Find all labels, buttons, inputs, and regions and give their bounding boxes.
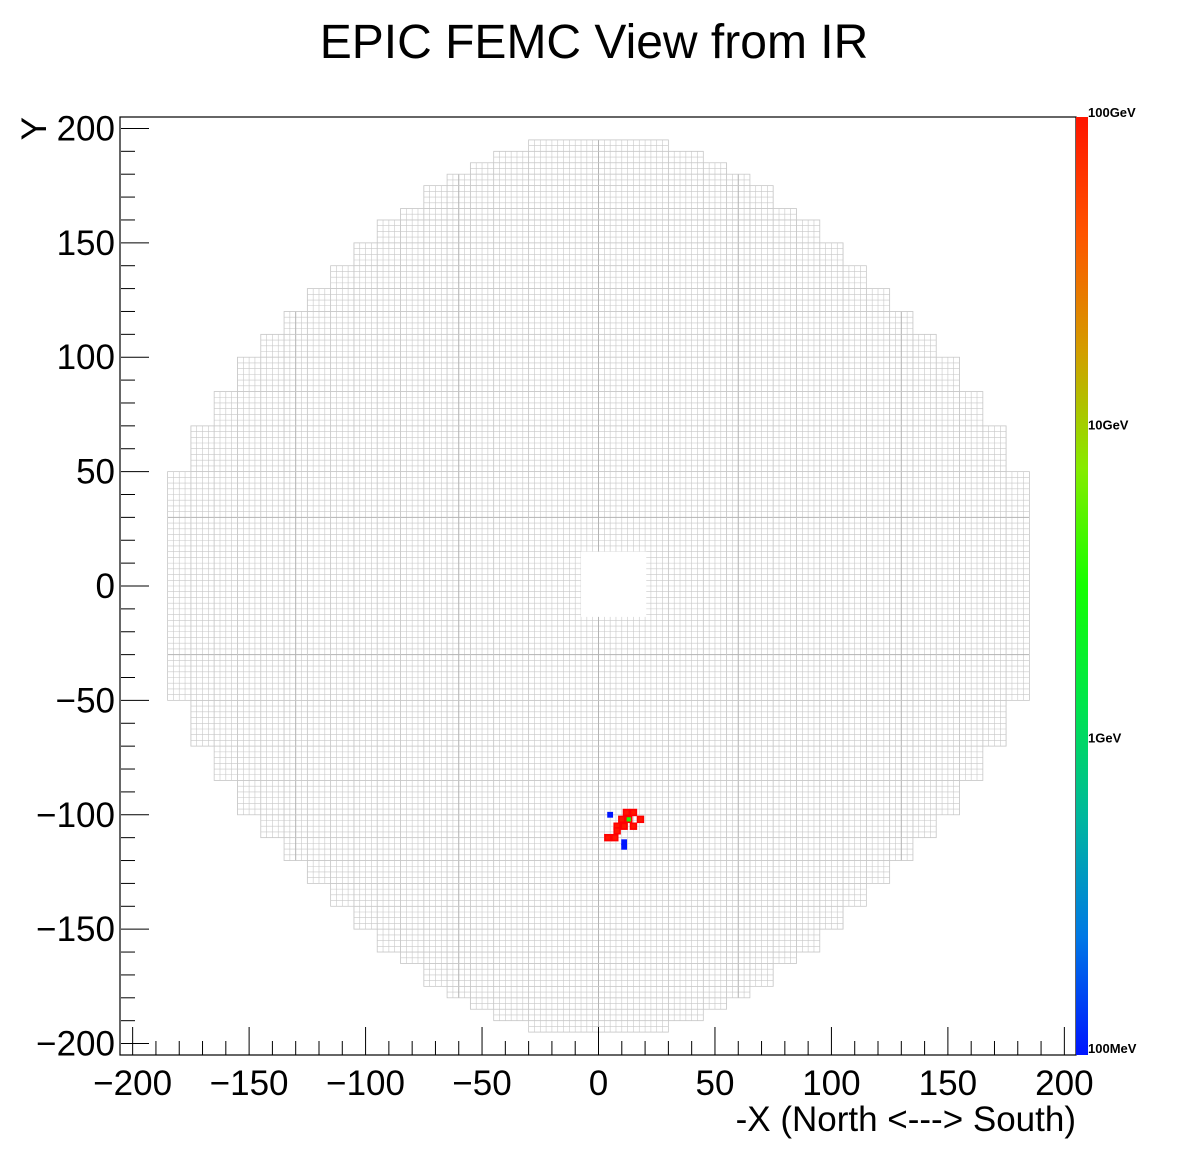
y-tick-label: −150	[36, 910, 115, 949]
hit-cell	[618, 815, 626, 824]
hit-cell	[622, 808, 631, 817]
hit-cell	[604, 833, 612, 842]
hit-cell	[625, 815, 633, 824]
energy-hits	[604, 808, 645, 850]
color-scale-bar	[1076, 117, 1088, 1055]
hit-cell	[607, 811, 614, 818]
chart-title: EPIC FEMC View from IR	[320, 16, 869, 69]
hit-cell	[620, 822, 628, 830]
x-tick-label: −200	[93, 1064, 172, 1103]
hit-cell	[621, 839, 628, 846]
hit-cell	[629, 822, 638, 830]
hit-cell	[629, 808, 638, 817]
x-tick-label: 100	[802, 1064, 860, 1103]
y-tick-label: 50	[76, 453, 115, 492]
color-scale-labels: 100GeV 10GeV 1GeV 100MeV	[1088, 105, 1137, 1056]
y-tick-label: 0	[96, 567, 115, 606]
axes: −200 −150 −100 −50 0 50 100 150 200 200 150 100 50 0 −…	[36, 109, 1093, 1103]
color-scale-label: 1GeV	[1088, 730, 1122, 745]
color-scale-label: 100MeV	[1088, 1041, 1137, 1056]
x-tick-label: 150	[919, 1064, 977, 1103]
x-tick-label: −100	[326, 1064, 405, 1103]
hit-cell	[621, 843, 628, 850]
color-scale-label: 10GeV	[1088, 418, 1129, 433]
hit-cell	[636, 815, 645, 824]
x-axis-label: -X (North <---> South)	[736, 1100, 1076, 1139]
y-axis-label: Y	[15, 117, 54, 140]
y-tick-label: −200	[36, 1025, 115, 1064]
x-tick-label: 200	[1035, 1064, 1093, 1103]
hit-cell	[611, 833, 619, 842]
beam-hole	[581, 551, 647, 617]
detector-cell-grid	[167, 139, 1030, 1033]
x-tick-label: −50	[452, 1064, 511, 1103]
x-tick-label: 0	[589, 1064, 608, 1103]
hit-cell	[613, 827, 621, 835]
x-tick-label: 50	[695, 1064, 734, 1103]
y-tick-label: 200	[57, 109, 115, 148]
y-tick-label: −50	[56, 681, 115, 720]
y-tick-label: 100	[57, 338, 115, 377]
y-tick-label: −100	[36, 796, 115, 835]
color-scale-label: 100GeV	[1088, 105, 1136, 120]
y-tick-label: 150	[57, 224, 115, 263]
x-tick-label: −150	[210, 1064, 289, 1103]
